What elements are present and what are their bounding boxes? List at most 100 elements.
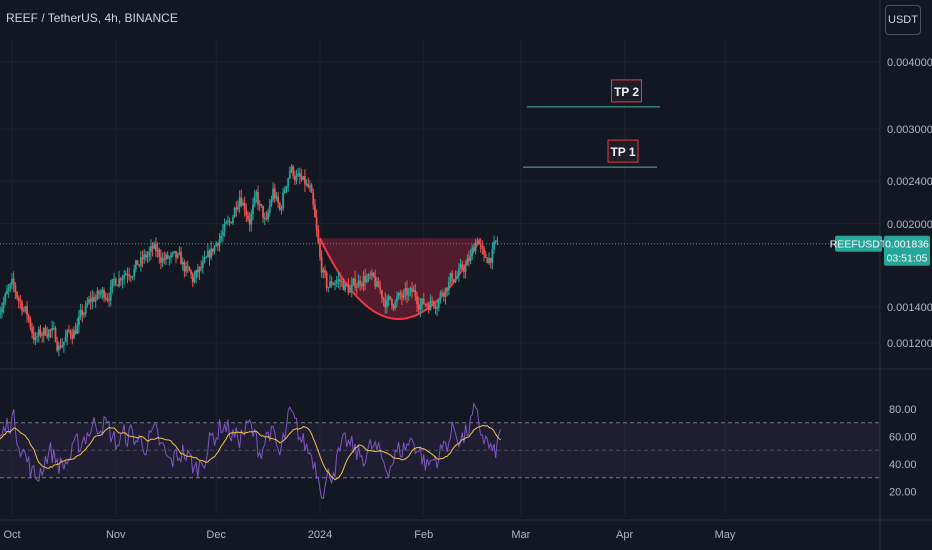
- candle-body: [342, 281, 345, 291]
- candle-body: [175, 250, 177, 258]
- currency-button[interactable]: USDT: [885, 5, 921, 35]
- candle-body: [62, 341, 65, 346]
- candle-body: [275, 196, 278, 199]
- candle-body: [270, 199, 273, 206]
- candle-body: [195, 270, 198, 278]
- candle-body: [64, 337, 67, 342]
- candle-body: [17, 297, 20, 301]
- candle-body: [138, 264, 141, 266]
- candle-body: [476, 241, 479, 244]
- candle-body: [220, 235, 223, 240]
- candle-body: [454, 278, 457, 282]
- candle-body: [68, 330, 70, 332]
- candle-body: [447, 281, 450, 291]
- rsi-tick-label: 20.00: [889, 487, 917, 499]
- candle-body: [379, 287, 382, 291]
- candle-body: [417, 304, 420, 310]
- rsi-panel: [0, 401, 880, 499]
- candle-body: [484, 254, 487, 258]
- candle-body: [227, 220, 229, 222]
- candle-body: [285, 186, 288, 190]
- candle-body: [243, 202, 246, 211]
- candle-body: [205, 257, 208, 259]
- candle-body: [108, 298, 110, 301]
- candle-body: [334, 283, 336, 285]
- candle-body: [148, 251, 151, 256]
- candle-body: [481, 245, 484, 249]
- candle-body: [141, 257, 144, 260]
- candle-body: [0, 312, 2, 315]
- time-tick-label: Apr: [616, 529, 633, 541]
- candle-body: [57, 345, 60, 351]
- candle-body: [88, 299, 90, 304]
- candle-body: [355, 287, 358, 289]
- candle-body: [11, 278, 13, 284]
- candle-body: [200, 267, 203, 269]
- candle-body: [215, 242, 218, 247]
- candle-body: [131, 276, 134, 278]
- candle-body: [295, 175, 298, 181]
- candle-body: [191, 274, 194, 282]
- candle-body: [374, 276, 377, 287]
- rsi-axis[interactable]: 80.00 60.00 40.00 20.00: [889, 404, 917, 499]
- candle-body: [406, 287, 408, 296]
- candle-body: [252, 204, 254, 214]
- time-axis[interactable]: Oct Nov Dec 2024 Feb Mar Apr May: [3, 529, 735, 541]
- candle-body: [350, 284, 353, 291]
- candle-body: [327, 287, 330, 289]
- candle-body: [494, 240, 497, 242]
- candle-body: [153, 244, 156, 249]
- candle-body: [293, 175, 296, 181]
- candle-body: [133, 269, 136, 277]
- candle-body: [282, 192, 285, 209]
- candle-body: [7, 287, 10, 291]
- candle-body: [12, 278, 15, 285]
- candle-body: [292, 166, 295, 176]
- candle-body: [56, 341, 59, 351]
- candle-body: [315, 217, 318, 230]
- candle-body: [265, 217, 268, 220]
- candle-body: [129, 276, 132, 278]
- candle-body: [150, 246, 152, 252]
- candle-body: [365, 279, 368, 283]
- candle-body: [394, 301, 397, 309]
- candle-body: [297, 173, 300, 176]
- candle-body: [372, 272, 375, 277]
- candle-body: [54, 327, 57, 342]
- candle-body: [344, 284, 346, 291]
- price-axis[interactable]: 0.004000 0.003000 0.002400 0.002000 0.001400…: [887, 57, 932, 350]
- candle-body: [386, 300, 388, 308]
- candle-body: [307, 183, 310, 188]
- candle-body: [216, 242, 219, 246]
- candle-body: [178, 251, 181, 255]
- candle-body: [389, 296, 392, 299]
- time-tick-label: Dec: [206, 529, 226, 541]
- candle-body: [39, 329, 42, 335]
- candle-body: [384, 299, 387, 308]
- candle-body: [240, 197, 243, 206]
- candle-body: [468, 258, 470, 261]
- candle-body: [317, 229, 320, 243]
- candle-body: [483, 248, 485, 255]
- candle-body: [173, 250, 176, 253]
- candle-body: [103, 289, 105, 298]
- candle-body: [359, 280, 362, 285]
- candle-body: [426, 304, 428, 306]
- candle-body: [489, 257, 492, 263]
- candle-body: [287, 178, 290, 187]
- candle-body: [391, 298, 393, 306]
- candle-body: [464, 265, 467, 272]
- candle-body: [201, 261, 204, 268]
- candle-body: [399, 293, 402, 296]
- candle-body: [466, 258, 469, 266]
- candle-body: [66, 330, 69, 338]
- candle-body: [303, 176, 306, 185]
- candle-body: [34, 336, 37, 340]
- candle-body: [126, 273, 129, 276]
- candle-body: [113, 278, 115, 280]
- candle-body: [69, 330, 72, 335]
- candle-body: [99, 293, 102, 295]
- candle-body: [434, 305, 437, 309]
- candle-body: [238, 197, 241, 207]
